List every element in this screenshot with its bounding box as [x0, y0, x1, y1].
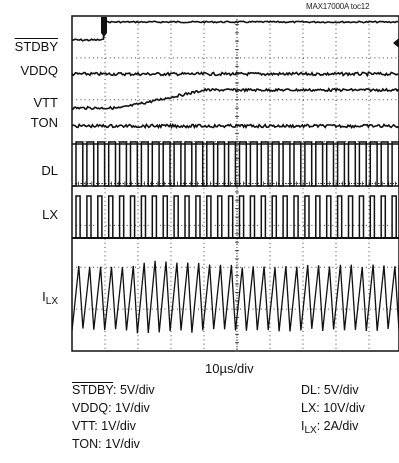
right-edge-marker: [393, 38, 399, 48]
trace-ilx: [71, 260, 399, 334]
scale-stdby: STDBY: 5V/div: [72, 383, 155, 397]
channel-label-dl: DL: [41, 163, 58, 178]
trace-stdby: [71, 20, 399, 42]
channel-label-vddq: VDDQ: [20, 63, 58, 78]
figure-id: MAX17000A toc12: [306, 2, 370, 11]
scope-traces: [71, 20, 399, 334]
channel-label-ton: TON: [30, 115, 58, 130]
channel-label-vtt: VTT: [33, 95, 58, 110]
channel-label-lx: LX: [42, 207, 58, 222]
timebase-label: 10µs/div: [205, 361, 254, 376]
scale-vddq: VDDQ: 1V/div: [72, 401, 150, 415]
trace-vtt: [71, 87, 399, 111]
scale-lx: LX: 10V/div: [301, 401, 365, 415]
trigger-marker: [101, 17, 107, 37]
scale-ton: TON: 1V/div: [72, 437, 140, 451]
scale-vtt: VTT: 1V/div: [72, 419, 136, 433]
scale-dl: DL: 5V/div: [301, 383, 359, 397]
channel-label-stdby: STDBY: [14, 39, 58, 54]
channel-label-ilx: ILX: [42, 289, 58, 308]
scale-ilx: ILX: 2A/div: [301, 419, 359, 436]
trace-vddq: [71, 71, 399, 78]
trace-ton: [71, 122, 399, 130]
trace-dl: [72, 141, 399, 187]
